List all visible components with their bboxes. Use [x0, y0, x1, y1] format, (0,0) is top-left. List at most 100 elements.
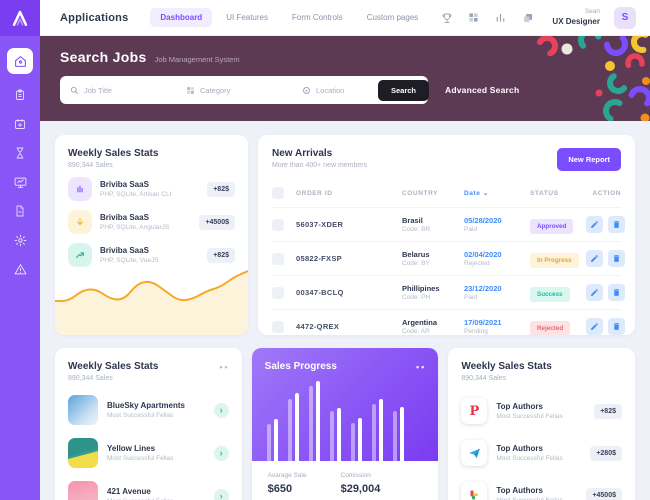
list-item[interactable]: P Top Authors Most Successful Fellas +82$	[461, 398, 622, 424]
select-all-checkbox[interactable]	[272, 187, 284, 199]
delete-button[interactable]	[608, 318, 625, 335]
new-report-button[interactable]: New Report	[557, 148, 621, 171]
search-row: Search Advanced Search	[60, 76, 650, 104]
amount-badge: +82$	[207, 247, 235, 263]
chevron-right-icon[interactable]: ›	[213, 445, 229, 461]
edit-button[interactable]	[586, 250, 603, 267]
pencil-icon	[591, 255, 598, 262]
sidebar-item-calendar[interactable]	[12, 116, 28, 132]
list-item[interactable]: BlueSky Apartments Most Successful Fellas…	[68, 395, 229, 425]
card-subtitle: 890,344 Sales	[68, 375, 113, 382]
order-date: 05/28/2020	[464, 215, 502, 225]
row-checkbox[interactable]	[272, 320, 284, 333]
sidebar-item-analytics[interactable]	[12, 174, 28, 190]
row-checkbox[interactable]	[272, 286, 284, 299]
list-item[interactable]: Briviba SaaS PHP, SQLite, Artisan CLI +8…	[55, 177, 248, 201]
item-name: Yellow Lines	[107, 444, 156, 454]
arrivals-table: ORDER ID COUNTRY Date ⌄ STATUS ACTION 56…	[272, 181, 625, 335]
delete-button[interactable]	[608, 250, 625, 267]
card-subtitle: More than 400+ new members	[272, 162, 368, 169]
edit-button[interactable]	[586, 284, 603, 301]
sales-progress-card: Sales Progress •• Avarage Sale $650 Comi…	[251, 348, 439, 500]
sales-progress-bar	[308, 386, 313, 461]
sales-progress-bar	[287, 399, 292, 461]
paper-plane-logo	[461, 440, 488, 466]
category-input[interactable]	[200, 85, 286, 95]
country-code: Code: PH	[402, 294, 431, 302]
list-item[interactable]: Yellow Lines Most Successful Fellas ›	[68, 438, 229, 468]
card-title: New Arrivals	[272, 148, 333, 159]
list-item[interactable]: Briviba SaaS PHP, SQLite, VueJS +82$	[55, 243, 248, 267]
delete-button[interactable]	[608, 284, 625, 301]
lambda-logo-icon	[12, 10, 28, 27]
country-name: Belarus	[402, 249, 430, 259]
country-name: Brasil	[402, 215, 423, 225]
row-checkbox[interactable]	[272, 218, 284, 231]
sidebar-item-settings[interactable]	[12, 232, 28, 248]
sales-progress-bar	[336, 408, 341, 461]
status-badge: In Progress	[530, 253, 579, 268]
sidebar-item-alerts[interactable]	[12, 261, 28, 277]
col-date-sort[interactable]: Date ⌄	[464, 190, 489, 197]
sidebar-item-documents[interactable]	[12, 203, 28, 219]
country-name: Argentina	[402, 317, 438, 327]
sidebar-item-history[interactable]	[12, 145, 28, 161]
job-search-bar: Search	[60, 76, 430, 104]
confetti-decoration	[536, 36, 650, 121]
tab-form-controls[interactable]: Form Controls	[292, 13, 343, 22]
sales-progress-bars	[266, 371, 414, 461]
trophy-icon[interactable]	[440, 11, 453, 24]
kpi-label: Comission	[340, 472, 371, 479]
card-menu-button[interactable]: ••	[219, 362, 230, 372]
edit-button[interactable]	[586, 318, 603, 335]
list-item[interactable]: 421 AvenueMost Successful Fellas ›	[68, 481, 229, 500]
banner-subtitle: Job Management System	[154, 55, 240, 64]
job-title-input[interactable]	[84, 85, 170, 95]
item-name: Top Authors	[496, 486, 543, 496]
card-menu-button[interactable]: ••	[416, 362, 427, 372]
list-item[interactable]: Top Authors Most Successful Fellas +280$	[461, 440, 622, 466]
sales-progress-bar	[273, 419, 278, 461]
delete-button[interactable]	[608, 216, 625, 233]
weekly-area-fill	[55, 271, 248, 335]
tab-ui-features[interactable]: UI Features	[226, 13, 268, 22]
grid-icon[interactable]	[467, 11, 480, 24]
location-field[interactable]	[302, 82, 378, 98]
trash-icon	[613, 221, 620, 228]
order-id: 56037-XDER	[296, 220, 344, 229]
col-status: STATUS	[530, 189, 559, 197]
col-country: COUNTRY	[402, 189, 439, 197]
country-code: Code: BR	[402, 226, 431, 234]
row-checkbox[interactable]	[272, 252, 284, 265]
country-name: Phillipines	[402, 283, 440, 293]
pencil-icon	[591, 323, 598, 330]
tab-custom-pages[interactable]: Custom pages	[366, 13, 419, 22]
card-title: Weekly Sales Stats	[68, 361, 159, 372]
layers-icon[interactable]	[521, 11, 534, 24]
bar-chart-icon[interactable]	[494, 11, 507, 24]
category-field[interactable]	[186, 82, 286, 98]
sidebar-item-tasks[interactable]	[12, 87, 28, 103]
chevron-right-icon[interactable]: ›	[213, 488, 229, 500]
kpi-value: $650	[267, 483, 293, 495]
item-name: BlueSky Apartments	[107, 401, 185, 411]
search-button[interactable]: Search	[378, 79, 430, 101]
list-item[interactable]: Briviba SaaS PHP, SQLite, AngularJS +450…	[55, 210, 248, 234]
payment-state: Pending	[464, 328, 488, 335]
tab-dashboard[interactable]: Dashboard	[150, 8, 213, 27]
order-date: 23/12/2020	[464, 283, 502, 293]
job-title-field[interactable]	[70, 82, 170, 98]
trash-icon	[613, 289, 620, 296]
user-info[interactable]: Sean UX Designer	[552, 8, 600, 26]
sidebar-item-dashboard[interactable]	[7, 48, 33, 74]
advanced-search-link[interactable]: Advanced Search	[445, 85, 520, 95]
edit-button[interactable]	[586, 216, 603, 233]
amount-badge: +280$	[590, 445, 622, 461]
weekly-area-line	[55, 270, 248, 302]
trend-icon	[68, 243, 92, 267]
avatar[interactable]: S	[614, 6, 636, 29]
chevron-right-icon[interactable]: ›	[213, 402, 229, 418]
location-input[interactable]	[316, 85, 378, 95]
app-logo[interactable]	[0, 0, 40, 36]
